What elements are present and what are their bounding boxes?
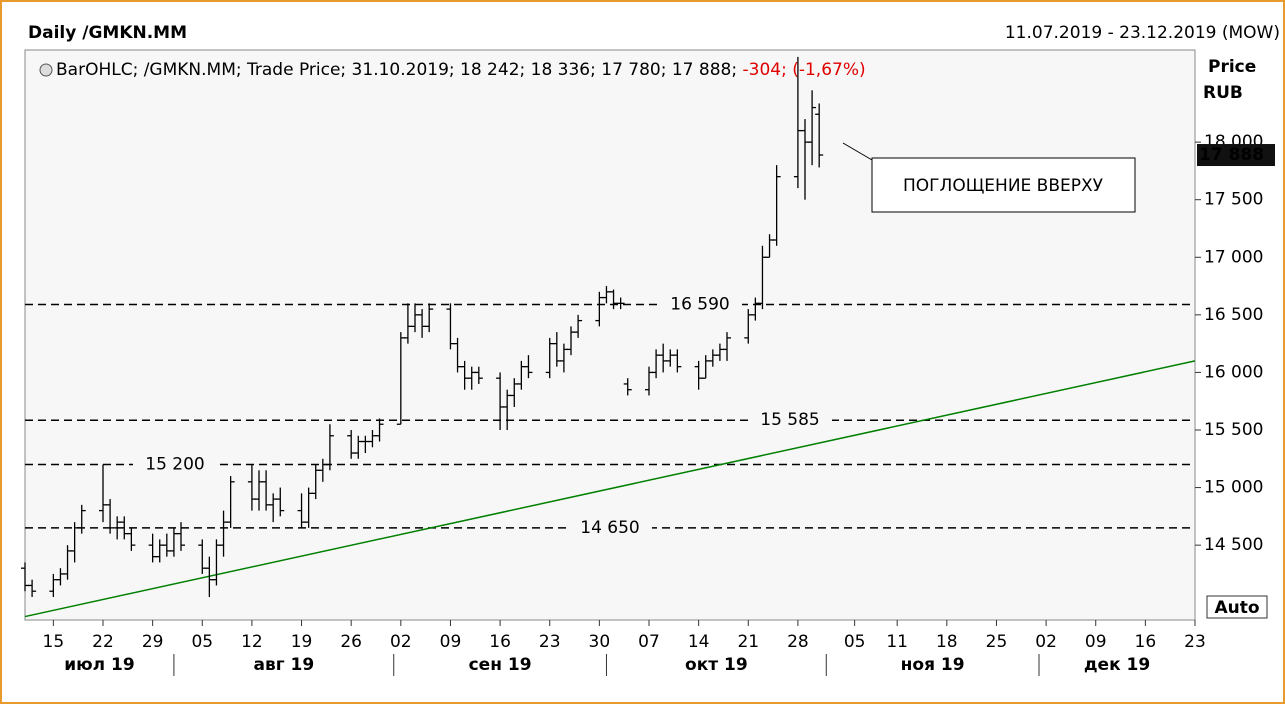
month-label: июл 19 — [64, 655, 134, 675]
x-tick-label: 05 — [844, 632, 866, 652]
info-text: BarOHLC; /GMKN.MM; Trade Price; 31.10.20… — [56, 60, 737, 80]
x-tick-label: 23 — [539, 632, 561, 652]
y-tick-label: 15 000 — [1204, 478, 1263, 498]
level-label: 14 650 — [580, 518, 639, 538]
x-tick-label: 28 — [787, 632, 809, 652]
y-tick-label: 17 500 — [1204, 190, 1263, 210]
y-label: Price — [1208, 57, 1256, 77]
x-tick-label: 22 — [92, 632, 114, 652]
last-price-box — [1197, 144, 1275, 167]
y-tick-label: 14 500 — [1204, 535, 1263, 555]
chart-title: Daily /GMKN.MM — [28, 23, 187, 43]
auto-label[interactable]: Auto — [1214, 598, 1259, 618]
auto-box[interactable] — [1206, 595, 1268, 619]
legend-info: BarOHLC; /GMKN.MM; Trade Price; 31.10.20… — [56, 60, 866, 80]
x-tick-label: 09 — [1085, 632, 1107, 652]
x-tick-label: 14 — [688, 632, 710, 652]
level-label: 15 585 — [760, 410, 819, 430]
x-tick-label: 02 — [390, 632, 412, 652]
level-label-bg — [658, 293, 742, 316]
level-label-bg — [748, 409, 832, 432]
x-tick-label: 30 — [589, 632, 611, 652]
x-tick-label: 21 — [737, 632, 759, 652]
level-label: 16 590 — [670, 294, 729, 314]
x-tick-label: 09 — [440, 632, 462, 652]
y-tick-label: 16 000 — [1204, 362, 1263, 382]
change-text: -304; (-1,67%) — [743, 60, 866, 80]
level-label-bg — [133, 453, 217, 476]
x-tick-label: 07 — [638, 632, 660, 652]
month-label: авг 19 — [253, 655, 314, 675]
x-tick-label: 16 — [1135, 632, 1157, 652]
month-label: окт 19 — [685, 655, 748, 675]
legend-icon — [39, 63, 53, 77]
x-tick-label: 26 — [340, 632, 362, 652]
annotation-box — [871, 157, 1136, 213]
x-tick-label: 23 — [1184, 632, 1206, 652]
last-price-label: 17 888 — [1199, 145, 1264, 165]
x-tick-label: 19 — [291, 632, 313, 652]
level-label-bg — [568, 516, 652, 539]
month-label: дек 19 — [1084, 655, 1150, 675]
annotation: ПОГЛОЩЕНИЕ ВВЕРХУ — [903, 176, 1104, 196]
y-tick-label: 16 500 — [1204, 305, 1263, 325]
x-tick-label: 11 — [886, 632, 908, 652]
y-unit: RUB — [1203, 83, 1243, 103]
x-tick-label: 15 — [43, 632, 65, 652]
month-label: ноя 19 — [901, 655, 965, 675]
x-tick-label: 02 — [1035, 632, 1057, 652]
x-tick-label: 18 — [936, 632, 958, 652]
annotation-pointer — [842, 142, 873, 161]
x-tick-label: 16 — [489, 632, 511, 652]
date-range: 11.07.2019 - 23.12.2019 (MOW) — [1005, 23, 1280, 43]
x-tick-label: 12 — [241, 632, 263, 652]
level-label: 15 200 — [145, 455, 204, 475]
trendline — [24, 360, 1196, 618]
x-tick-label: 25 — [986, 632, 1008, 652]
x-tick-label: 05 — [191, 632, 213, 652]
y-tick-label: 17 000 — [1204, 247, 1263, 267]
month-label: сен 19 — [469, 655, 532, 675]
x-tick-label: 29 — [142, 632, 164, 652]
y-tick-label: 15 500 — [1204, 420, 1263, 440]
